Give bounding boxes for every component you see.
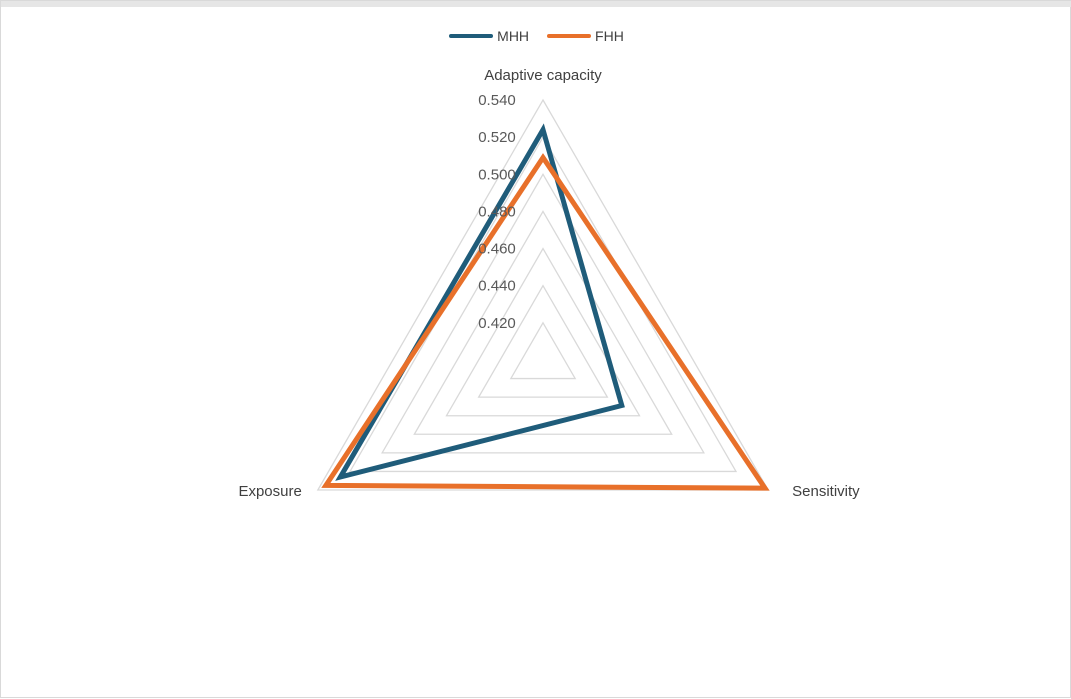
radar-tick-labels: 0.420 0.440 0.460 0.480 0.500 0.520 0.540 [478, 92, 516, 332]
tick-label: 0.420 [478, 315, 516, 332]
series-line-mhh [335, 123, 625, 481]
grid-ring-2 [477, 284, 609, 398]
grid-ring-1 [509, 321, 577, 380]
legend-item-mhh: MHH [449, 28, 529, 44]
grid-ring-4 [413, 210, 673, 435]
axis-label-adaptive-capacity: Adaptive capacity [484, 67, 602, 84]
grid-ring-7 [316, 98, 770, 491]
axis-label-sensitivity: Sensitivity [792, 483, 860, 500]
tick-label: 0.520 [478, 129, 516, 146]
legend: MHH FHH [1, 28, 1071, 44]
radar-series [321, 123, 770, 491]
grid-ring-5 [381, 172, 705, 454]
tick-label: 0.480 [478, 203, 516, 220]
legend-label-fhh: FHH [595, 28, 624, 44]
series-line-fhh [321, 153, 770, 491]
legend-item-fhh: FHH [547, 28, 624, 44]
top-bar [1, 1, 1071, 7]
grid-ring-6 [348, 135, 738, 473]
tick-label: 0.540 [478, 92, 516, 109]
legend-swatch-mhh [449, 34, 494, 38]
legend-label-mhh: MHH [497, 28, 530, 44]
tick-label: 0.440 [478, 278, 516, 295]
tick-label: 0.500 [478, 166, 516, 183]
tick-label: 0.460 [478, 241, 516, 258]
grid-ring-3 [445, 247, 641, 417]
legend-swatch-fhh [547, 34, 592, 38]
axis-label-exposure: Exposure [238, 483, 301, 500]
